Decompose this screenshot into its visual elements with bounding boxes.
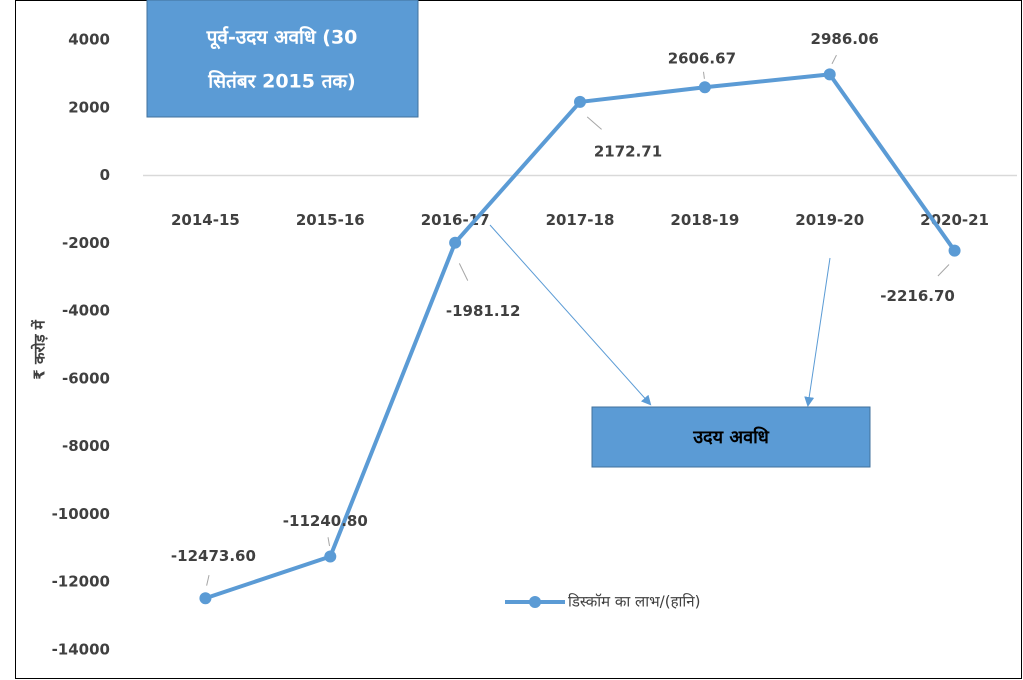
marker <box>823 68 836 81</box>
y-tick-label: -8000 <box>62 437 110 455</box>
y-axis-label: ₹ करोड़ में <box>31 319 49 379</box>
leader-line <box>831 54 837 65</box>
data-label: -2216.70 <box>880 287 955 305</box>
x-tick-label: 2017-18 <box>546 211 615 229</box>
x-tick-label: 2018-19 <box>670 211 739 229</box>
frame <box>15 0 1022 679</box>
marker <box>199 592 212 605</box>
y-tick-label: -12000 <box>52 573 110 591</box>
leader-line <box>586 116 602 130</box>
leader-line <box>458 263 469 281</box>
leader-line <box>703 71 705 79</box>
y-tick-label: -10000 <box>52 505 110 523</box>
annotation: उदय अवधि <box>692 426 770 448</box>
annotation: सितंबर 2015 तक) <box>207 70 355 93</box>
arrow <box>804 257 831 407</box>
data-label: 2986.06 <box>811 30 879 48</box>
x-tick-label: 2019-20 <box>795 211 864 229</box>
annotation: पूर्व-उदय अवधि (30 <box>206 26 358 50</box>
annotation-box <box>591 406 871 468</box>
marker <box>698 81 711 94</box>
y-tick-label: -4000 <box>62 302 110 320</box>
x-tick-label: 2014-15 <box>171 211 240 229</box>
legend-label: डिस्कॉम का लाभ/(हानि) <box>568 593 700 611</box>
y-tick-label: -2000 <box>62 234 110 252</box>
annotation-box <box>146 0 419 118</box>
marker <box>948 244 961 257</box>
data-label: -1981.12 <box>446 302 521 320</box>
data-label: -11240.80 <box>283 512 368 530</box>
leader-line <box>937 264 950 277</box>
y-tick-label: 0 <box>100 166 110 184</box>
y-tick-label: -6000 <box>62 369 110 387</box>
y-tick-label: -14000 <box>52 641 110 659</box>
marker <box>324 550 337 563</box>
y-tick-label: 4000 <box>68 31 110 49</box>
marker <box>449 236 462 249</box>
legend-marker <box>529 596 541 608</box>
leader-line <box>206 575 210 586</box>
data-label: -12473.60 <box>171 547 256 565</box>
marker <box>574 95 586 108</box>
arrow <box>489 224 652 406</box>
y-tick-label: 2000 <box>68 98 110 116</box>
data-label: 2606.67 <box>668 50 736 68</box>
leader-line <box>327 537 331 547</box>
data-label: 2172.71 <box>594 142 662 160</box>
x-tick-label: 2015-16 <box>296 211 365 229</box>
